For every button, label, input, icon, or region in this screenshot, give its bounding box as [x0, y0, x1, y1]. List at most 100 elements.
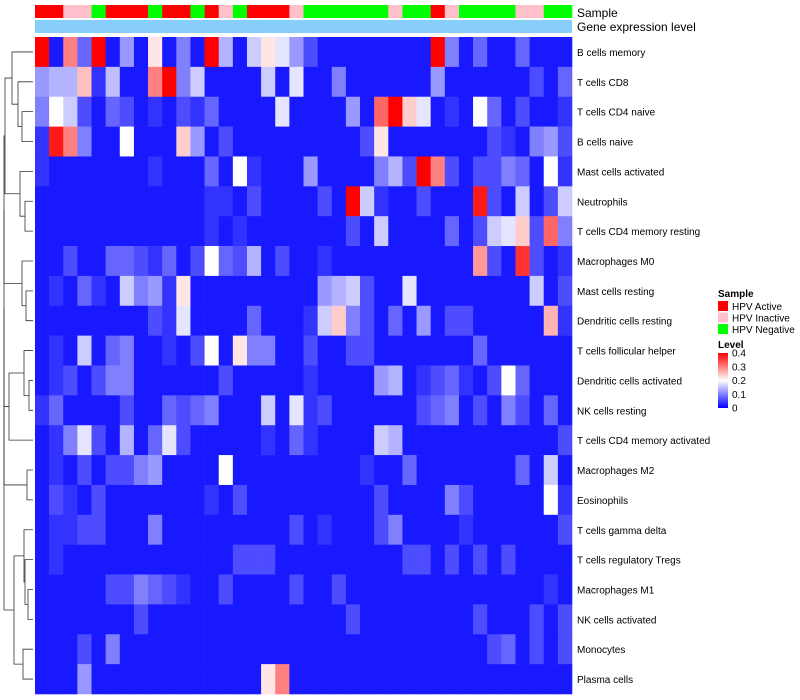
heatmap-cell	[105, 634, 121, 665]
row-label: B cells memory	[577, 48, 645, 59]
heatmap-cell	[77, 574, 92, 605]
heatmap-cell	[49, 156, 64, 187]
heatmap-cell	[444, 335, 460, 366]
heatmap-cell	[374, 275, 389, 307]
sample-legend-label: HPV Active	[732, 302, 782, 313]
heatmap-cell	[430, 425, 446, 456]
heatmap-cell	[416, 365, 431, 396]
heatmap-cell	[360, 275, 375, 307]
heatmap-cell	[204, 246, 220, 277]
sample-annotation-cell	[148, 5, 163, 18]
heatmap-cell	[487, 664, 502, 695]
heatmap-cell	[63, 126, 78, 157]
heatmap-cell	[487, 96, 502, 127]
heatmap-cell	[232, 156, 248, 187]
heatmap-cell	[246, 455, 262, 486]
heatmap-cell	[162, 604, 177, 635]
sample-annotation-cell	[232, 5, 248, 18]
heatmap-cell	[289, 604, 304, 635]
heatmap-cell	[261, 186, 276, 217]
heatmap-cell	[133, 335, 149, 366]
heatmap-cell	[148, 484, 163, 516]
heatmap-cell	[246, 574, 262, 605]
heatmap-cell	[416, 216, 431, 247]
heatmap-cell	[133, 96, 149, 127]
heatmap-cell	[35, 484, 50, 516]
heatmap-cell	[133, 186, 149, 217]
heatmap-cell	[35, 275, 50, 307]
heatmap-cell	[77, 455, 92, 486]
heatmap-cell	[176, 186, 191, 217]
heatmap-cell	[374, 156, 389, 187]
level-color-bar	[718, 353, 728, 408]
heatmap-cell	[487, 514, 502, 545]
sample-annotation-cell	[444, 5, 460, 18]
heatmap-cell	[190, 514, 205, 545]
heatmap-cell	[261, 37, 276, 68]
heatmap-cell	[515, 186, 530, 217]
dendrogram-branch	[3, 308, 27, 486]
heatmap-cell	[119, 96, 135, 127]
heatmap-cell	[515, 574, 530, 605]
heatmap-cell	[557, 37, 573, 68]
heatmap-cell	[275, 37, 290, 68]
heatmap-cell	[543, 305, 559, 336]
heatmap-cell	[204, 544, 220, 575]
heatmap-cell	[77, 395, 92, 426]
heatmap-cell	[473, 455, 488, 486]
heatmap-cell	[148, 216, 163, 247]
heatmap-cell	[275, 305, 290, 336]
heatmap-cell	[77, 156, 92, 187]
heatmap-cell	[246, 664, 262, 695]
heatmap-cell	[162, 156, 177, 187]
heatmap-cell	[331, 484, 347, 516]
row-label: T cells regulatory Tregs	[577, 556, 681, 567]
heatmap-cell	[49, 126, 64, 157]
heatmap-cell	[49, 664, 64, 695]
heatmap-cell	[557, 305, 573, 336]
heatmap-cell	[487, 216, 502, 247]
heatmap-cell	[444, 305, 460, 336]
heatmap-cell	[331, 544, 347, 575]
row-labels: B cells memory T cells CD8 T cells CD4 nai…	[577, 48, 710, 686]
heatmap-cell	[374, 37, 389, 68]
heatmap-cell	[388, 156, 403, 187]
heatmap-cell	[529, 37, 545, 68]
heatmap-cell	[557, 604, 573, 635]
heatmap-cell	[204, 96, 220, 127]
heatmap-cell	[444, 544, 460, 575]
heatmap-cell	[232, 455, 248, 486]
heatmap-cell	[331, 455, 347, 486]
heatmap-cell	[458, 246, 474, 277]
heatmap-cell	[430, 604, 446, 635]
level-legend-tick-label: 0.3	[732, 362, 746, 373]
heatmap-cell	[345, 66, 361, 98]
heatmap-cell	[119, 634, 135, 665]
heatmap-cell	[374, 66, 389, 98]
heatmap-cell	[515, 425, 530, 456]
heatmap-cell	[35, 455, 50, 486]
heatmap-cell	[487, 335, 502, 366]
heatmap-cell	[360, 335, 375, 366]
row-label: Macrophages M0	[577, 257, 655, 268]
heatmap-cell	[91, 335, 106, 366]
heatmap-cell	[374, 246, 389, 277]
heatmap-cell	[49, 216, 64, 247]
heatmap-cell	[360, 484, 375, 516]
heatmap-cell	[543, 604, 559, 635]
heatmap-cell	[133, 305, 149, 336]
heatmap-cell	[35, 514, 50, 545]
heatmap-cell	[119, 395, 135, 426]
heatmap-cell	[133, 455, 149, 486]
heatmap-cell	[515, 604, 530, 635]
heatmap-cell	[105, 186, 121, 217]
heatmap-cell	[501, 484, 516, 516]
heatmap-cell	[289, 126, 304, 157]
heatmap-cell	[162, 96, 177, 127]
heatmap-cell	[345, 365, 361, 396]
sample-legend-swatch	[718, 324, 728, 334]
heatmap-cell	[487, 365, 502, 396]
heatmap-cell	[374, 186, 389, 217]
heatmap-cell	[218, 246, 234, 277]
heatmap-cell	[458, 574, 474, 605]
